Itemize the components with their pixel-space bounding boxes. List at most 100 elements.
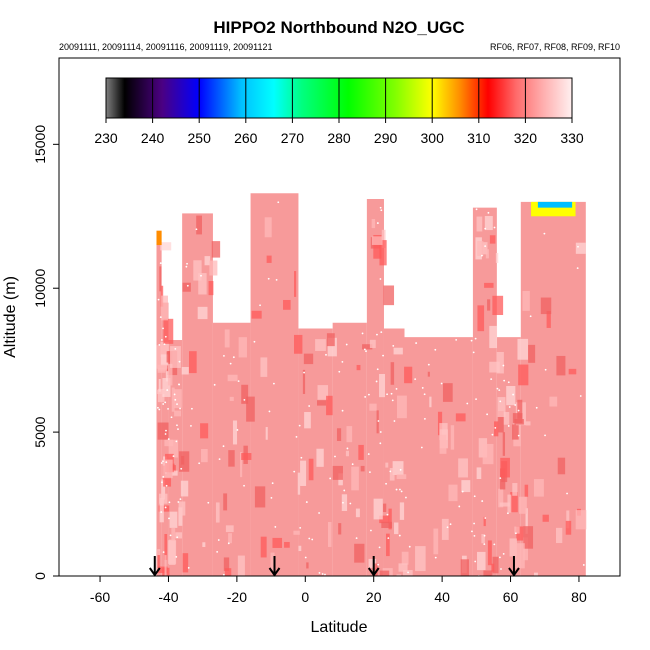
x-tick-label: 40 bbox=[434, 589, 450, 605]
sample-dot bbox=[253, 340, 256, 343]
field-texture-cell bbox=[174, 410, 182, 417]
sample-dot bbox=[461, 490, 464, 493]
field-texture-cell bbox=[485, 574, 491, 576]
sample-dot bbox=[379, 442, 382, 445]
sample-dot bbox=[400, 490, 403, 493]
field-texture-cell bbox=[170, 346, 181, 368]
sample-dot bbox=[494, 427, 497, 429]
sample-dot bbox=[169, 534, 172, 537]
field-texture-cell bbox=[326, 395, 333, 416]
colorbar-tick-label: 270 bbox=[281, 130, 305, 146]
sample-dot bbox=[486, 413, 489, 416]
sample-dot bbox=[186, 262, 188, 265]
sample-dot bbox=[341, 409, 344, 412]
sample-dot bbox=[499, 477, 502, 480]
sample-dot bbox=[498, 389, 501, 392]
field-texture-cell bbox=[164, 534, 168, 560]
sample-dot bbox=[577, 245, 579, 248]
sample-dot bbox=[395, 488, 398, 491]
x-tick-label: 0 bbox=[301, 589, 309, 605]
x-axis-label: Latitude bbox=[311, 619, 368, 636]
field-texture-cell bbox=[481, 534, 485, 544]
field-texture-cell bbox=[209, 260, 218, 276]
field-texture-cell bbox=[208, 281, 214, 296]
field-texture-cell bbox=[485, 249, 489, 259]
field-texture-cell bbox=[502, 432, 506, 456]
sample-dot bbox=[380, 331, 383, 334]
field-texture-cell bbox=[524, 484, 529, 497]
field-texture-cell bbox=[351, 466, 359, 491]
flight-marker-arrow-head bbox=[148, 567, 161, 577]
field-texture-cell bbox=[238, 337, 247, 358]
chart-title: HIPPO2 Northbound N2O_UGC bbox=[213, 18, 464, 37]
sample-dot bbox=[473, 522, 476, 525]
field-texture-cell bbox=[575, 242, 586, 254]
field-texture-cell bbox=[482, 242, 488, 255]
field-texture-cell bbox=[246, 396, 255, 422]
field-texture-cell bbox=[228, 450, 235, 467]
field-texture-cell bbox=[300, 460, 307, 486]
field-texture-cell bbox=[346, 426, 353, 443]
field-texture-cell bbox=[293, 530, 300, 535]
sample-dot bbox=[481, 254, 483, 257]
field-texture-cell bbox=[516, 526, 524, 541]
sample-dot bbox=[369, 471, 371, 474]
sample-dot bbox=[424, 417, 426, 420]
colorbar-tick-label: 330 bbox=[560, 130, 584, 146]
field-texture-cell bbox=[507, 494, 512, 513]
sample-dot bbox=[236, 429, 239, 431]
sample-dot bbox=[273, 382, 275, 385]
sample-dot bbox=[475, 398, 477, 401]
field-texture-cell bbox=[381, 521, 392, 529]
sample-dot bbox=[299, 526, 302, 529]
field-texture-cell bbox=[358, 444, 364, 460]
colorbar-tick-label: 280 bbox=[327, 130, 351, 146]
sample-dot bbox=[162, 327, 164, 330]
sample-dot bbox=[162, 475, 165, 478]
sample-dot bbox=[375, 380, 378, 383]
sample-dot bbox=[177, 501, 180, 503]
field-texture-cell bbox=[401, 551, 409, 565]
sample-dot bbox=[160, 462, 163, 464]
field-texture-cell bbox=[514, 543, 525, 569]
field-texture-cell bbox=[568, 368, 577, 375]
field-texture-cell bbox=[224, 329, 230, 348]
sample-dot bbox=[512, 393, 515, 396]
field-texture-cell bbox=[272, 537, 283, 548]
sample-dot bbox=[218, 458, 221, 461]
field-texture-cell bbox=[429, 396, 432, 408]
sample-dot bbox=[165, 461, 168, 464]
field-texture-cell bbox=[496, 351, 504, 374]
field-texture-cell bbox=[224, 568, 232, 576]
sample-dot bbox=[164, 335, 167, 338]
field-texture-cell bbox=[225, 525, 234, 533]
field-texture-cell bbox=[482, 443, 494, 465]
field-texture-cell bbox=[211, 241, 221, 258]
field-texture-cell bbox=[390, 362, 395, 385]
field-texture-cell bbox=[164, 555, 167, 576]
sample-dot bbox=[174, 347, 177, 350]
sample-dot bbox=[159, 316, 162, 319]
sample-dot bbox=[376, 222, 379, 224]
sample-dot bbox=[385, 482, 387, 485]
field-texture-cell bbox=[232, 420, 238, 445]
field-texture-cell bbox=[229, 396, 234, 401]
field-texture-cell bbox=[165, 371, 169, 382]
y-tick-label: 10000 bbox=[32, 269, 48, 308]
field-texture-cell bbox=[193, 260, 202, 281]
sample-dot bbox=[379, 278, 382, 280]
sample-dot bbox=[164, 401, 167, 404]
field-texture-cell bbox=[533, 572, 538, 576]
sample-dot bbox=[434, 556, 437, 559]
sample-dot bbox=[275, 278, 278, 281]
field-texture-cell bbox=[198, 273, 207, 295]
sample-dot bbox=[399, 488, 401, 491]
sample-dot bbox=[579, 395, 582, 397]
sample-dot bbox=[407, 571, 409, 574]
sample-dot bbox=[172, 455, 175, 457]
field-texture-cell bbox=[557, 457, 566, 475]
sample-dot bbox=[566, 492, 568, 495]
field-texture-cell bbox=[392, 461, 404, 476]
sample-dot bbox=[472, 351, 475, 354]
field-texture-cell bbox=[338, 523, 342, 535]
